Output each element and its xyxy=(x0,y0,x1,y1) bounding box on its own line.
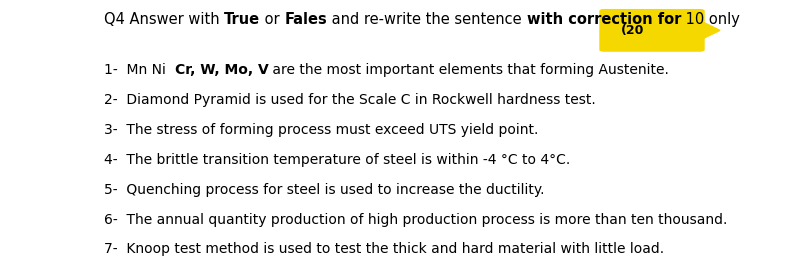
Text: Cr, W, Mo, V: Cr, W, Mo, V xyxy=(174,63,268,78)
Text: 4-  The brittle transition temperature of steel is within -4 °C to 4°C.: 4- The brittle transition temperature of… xyxy=(104,153,570,167)
Text: 1-  Mn Ni: 1- Mn Ni xyxy=(104,63,174,78)
Text: 7-  Knoop test method is used to test the thick and hard material with little lo: 7- Knoop test method is used to test the… xyxy=(104,242,664,256)
Text: with correction for: with correction for xyxy=(526,12,681,27)
Text: 10 only: 10 only xyxy=(681,12,740,27)
Text: or: or xyxy=(260,12,285,27)
Text: Fales: Fales xyxy=(285,12,327,27)
Text: 2-  Diamond Pyramid is used for the Scale C in Rockwell hardness test.: 2- Diamond Pyramid is used for the Scale… xyxy=(104,93,596,107)
Text: Q4 Answer with: Q4 Answer with xyxy=(104,12,224,27)
Text: 6-  The annual quantity production of high production process is more than ten t: 6- The annual quantity production of hig… xyxy=(104,213,727,227)
Polygon shape xyxy=(700,21,720,40)
FancyBboxPatch shape xyxy=(600,10,704,51)
Text: 5-  Quenching process for steel is used to increase the ductility.: 5- Quenching process for steel is used t… xyxy=(104,183,545,197)
Text: are the most important elements that forming Austenite.: are the most important elements that for… xyxy=(268,63,670,78)
Text: True: True xyxy=(224,12,260,27)
Text: and re-write the sentence: and re-write the sentence xyxy=(327,12,526,27)
Text: (20: (20 xyxy=(622,24,645,37)
Text: 3-  The stress of forming process must exceed UTS yield point.: 3- The stress of forming process must ex… xyxy=(104,123,538,137)
